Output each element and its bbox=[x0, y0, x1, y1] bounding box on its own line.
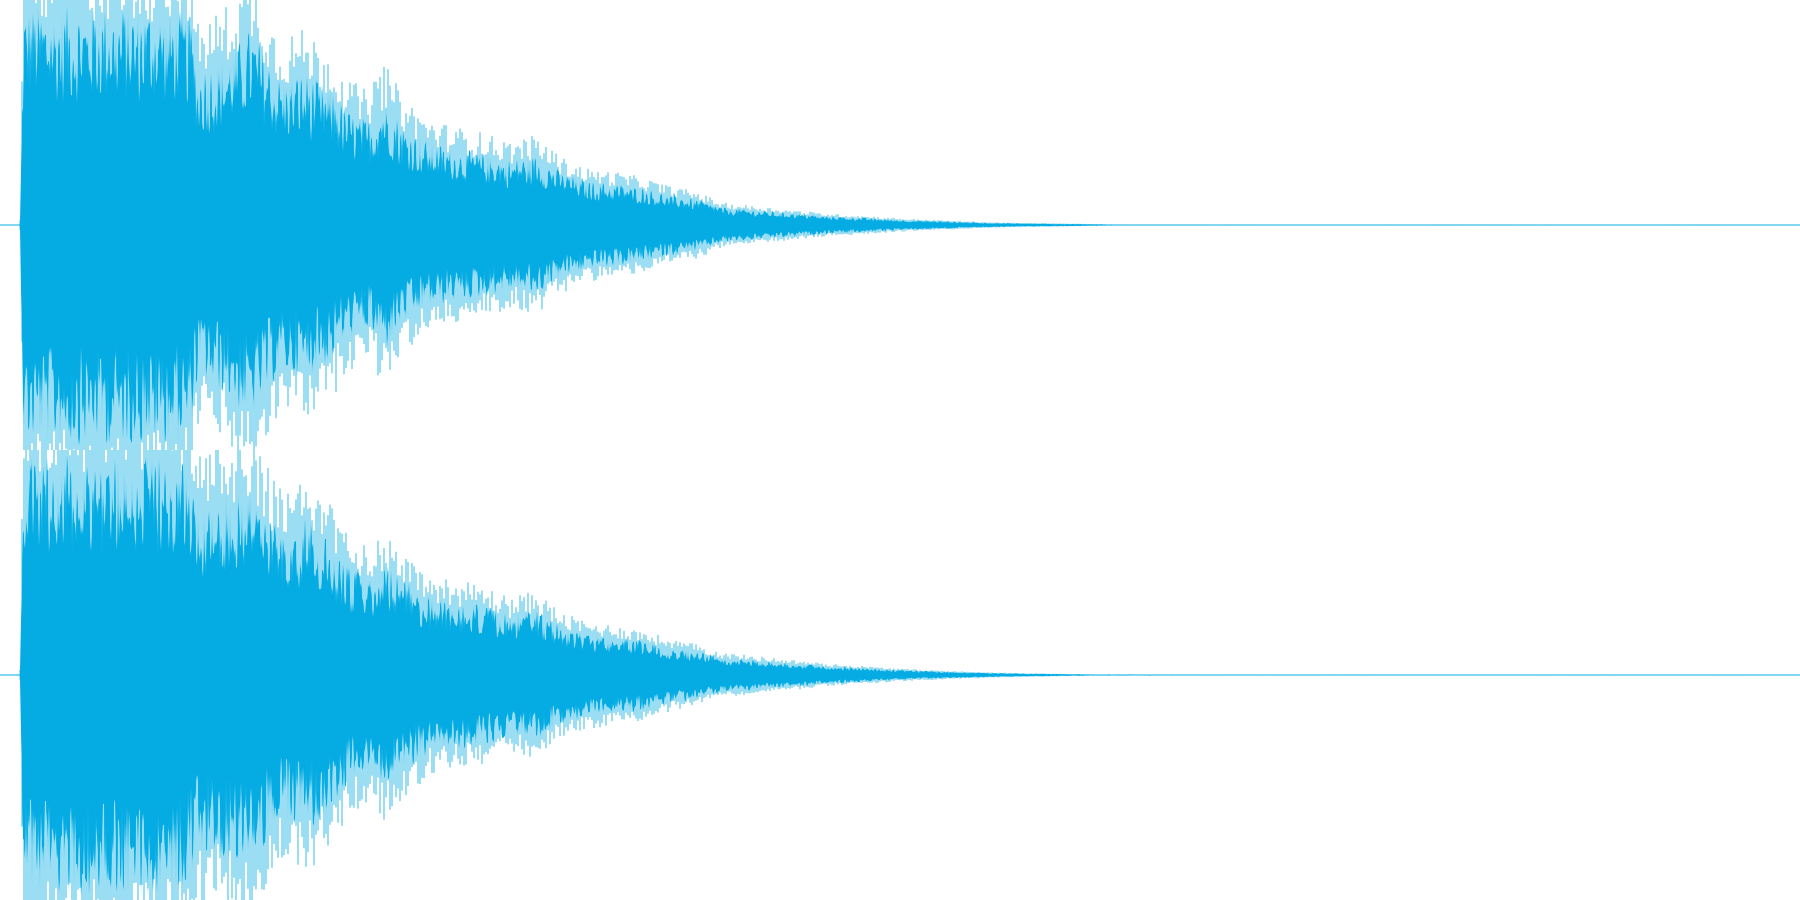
waveform-channel-right[interactable] bbox=[0, 450, 1800, 900]
waveform-peaks bbox=[19, 450, 1089, 900]
waveform-peaks bbox=[19, 0, 1105, 450]
waveform-channel-left[interactable] bbox=[0, 0, 1800, 450]
